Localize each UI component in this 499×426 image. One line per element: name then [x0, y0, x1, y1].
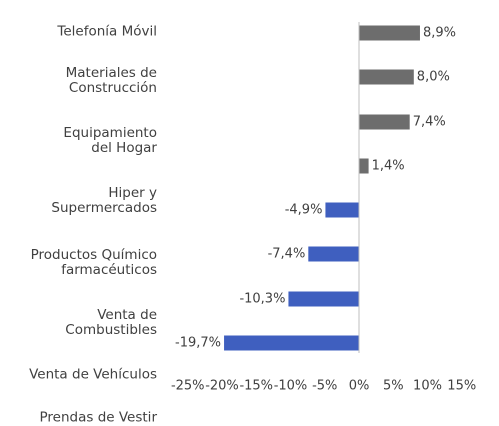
- x-tick-label: -15%: [239, 379, 273, 394]
- data-label: -19,7%: [175, 336, 221, 351]
- category-label: Telefonía Móvil: [57, 23, 157, 40]
- data-label: -10,3%: [239, 292, 285, 307]
- category-label: Hiper y Supermercados: [51, 185, 157, 216]
- category-label: Productos Químico farmacéuticos: [30, 247, 157, 278]
- x-tick-label: 5%: [383, 379, 404, 394]
- category-label: Venta de Combustibles: [65, 307, 157, 338]
- x-tick-label: -25%: [171, 379, 205, 394]
- x-tick-label: -10%: [274, 379, 308, 394]
- category-label: Materiales de Construcción: [65, 65, 157, 96]
- x-tick-label: -5%: [312, 379, 337, 394]
- data-label: 8,0%: [417, 70, 450, 85]
- bar: [359, 25, 420, 41]
- bar: [359, 69, 414, 85]
- data-label: -4,9%: [285, 203, 323, 218]
- category-label: Prendas de Vestir: [39, 409, 157, 426]
- bar: [325, 202, 359, 218]
- bar: [308, 246, 359, 262]
- bar: [359, 158, 369, 174]
- x-tick-label: 15%: [447, 379, 476, 394]
- category-label: Equipamiento del Hogar: [63, 125, 157, 156]
- data-label: 7,4%: [413, 115, 446, 130]
- x-tick-label: 0%: [349, 379, 370, 394]
- category-label: Venta de Vehículos: [29, 366, 157, 383]
- data-label: 1,4%: [372, 159, 405, 174]
- data-label: 8,9%: [423, 26, 456, 41]
- data-label: -7,4%: [268, 247, 306, 262]
- bar: [288, 291, 359, 307]
- bar: [359, 114, 410, 130]
- bar: [224, 335, 359, 351]
- x-tick-label: 10%: [413, 379, 442, 394]
- x-tick-label: -20%: [205, 379, 239, 394]
